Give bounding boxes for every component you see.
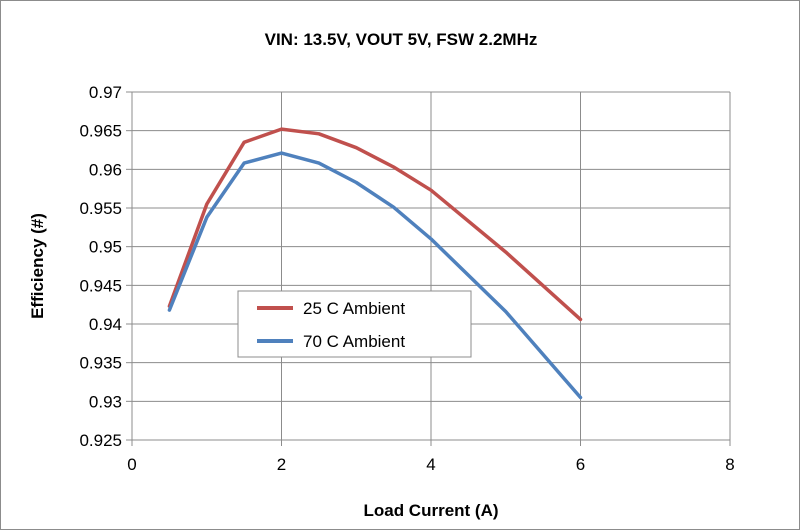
x-tick-label: 0 bbox=[127, 455, 136, 474]
y-tick-label: 0.925 bbox=[79, 431, 122, 450]
y-tick-label: 0.955 bbox=[79, 199, 122, 218]
series-line-70-c-ambient bbox=[167, 151, 583, 400]
y-tick-label: 0.94 bbox=[89, 315, 122, 334]
legend: 25 C Ambient 70 C Ambient bbox=[237, 290, 472, 358]
y-tick-label: 0.96 bbox=[89, 160, 122, 179]
y-tick-label: 0.97 bbox=[89, 83, 122, 102]
x-tick-labels: 0 2 4 6 8 bbox=[127, 455, 734, 474]
legend-box bbox=[237, 290, 472, 358]
x-tick-label: 8 bbox=[725, 455, 734, 474]
chart-title: VIN: 13.5V, VOUT 5V, FSW 2.2MHz bbox=[265, 30, 538, 49]
y-tick-label: 0.965 bbox=[79, 122, 122, 141]
y-tick-label: 0.935 bbox=[79, 354, 122, 373]
gridlines bbox=[132, 91, 731, 441]
x-tick-label: 6 bbox=[576, 455, 585, 474]
legend-label-25c: 25 C Ambient bbox=[303, 299, 405, 318]
x-tick-label: 4 bbox=[426, 455, 435, 474]
y-tick-label: 0.93 bbox=[89, 392, 122, 411]
y-axis-title: Efficiency (#) bbox=[28, 213, 47, 319]
y-tick-label: 0.945 bbox=[79, 276, 122, 295]
y-tick-label: 0.95 bbox=[89, 238, 122, 257]
x-axis-title: Load Current (A) bbox=[363, 501, 498, 520]
axes bbox=[126, 91, 731, 446]
x-tick-label: 2 bbox=[277, 455, 286, 474]
y-tick-labels: 0.925 0.93 0.935 0.94 0.945 0.95 0.955 0.96 0.96… bbox=[79, 83, 122, 450]
series-line-25-c-ambient bbox=[167, 127, 583, 322]
legend-label-70c: 70 C Ambient bbox=[303, 332, 405, 351]
series-lines bbox=[167, 127, 583, 400]
